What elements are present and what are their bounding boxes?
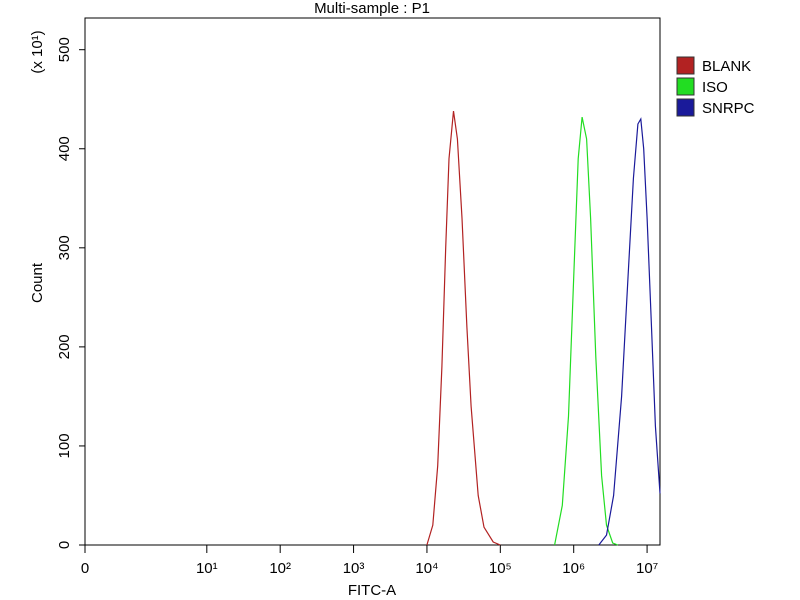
legend-label: BLANK (702, 58, 751, 75)
y-tick-label: 300 (56, 235, 73, 260)
x-tick-label: 10³ (343, 560, 365, 577)
y-tick-label: 100 (56, 433, 73, 458)
legend-label: ISO (702, 79, 728, 96)
y-tick-label: 0 (56, 541, 73, 549)
plot-frame (84, 17, 661, 546)
legend-label: SNRPC (702, 100, 755, 117)
chart-title: Multi-sample : P1 (314, 0, 430, 17)
x-tick-label: 10⁴ (415, 560, 438, 577)
legend-swatch (676, 98, 695, 117)
y-tick-label: 200 (56, 334, 73, 359)
legend-swatch (676, 77, 695, 96)
y-tick-label: 500 (56, 37, 73, 62)
x-tick-label: 0 (81, 560, 89, 577)
x-tick-label: 10² (269, 560, 291, 577)
y-axis-label: Count (29, 262, 46, 303)
x-tick-label: 10⁷ (636, 560, 658, 577)
legend-swatch (676, 56, 695, 75)
y-tick-label: 400 (56, 136, 73, 161)
histogram-line (426, 111, 501, 546)
y-multiplier: (x 10¹) (29, 30, 46, 73)
x-tick-label: 10¹ (196, 560, 218, 577)
histogram-line (598, 117, 661, 546)
x-tick-label: 10⁵ (489, 560, 512, 577)
x-axis-label: FITC-A (348, 582, 396, 599)
x-tick-label: 10⁶ (562, 560, 585, 577)
histogram-line (554, 116, 619, 546)
